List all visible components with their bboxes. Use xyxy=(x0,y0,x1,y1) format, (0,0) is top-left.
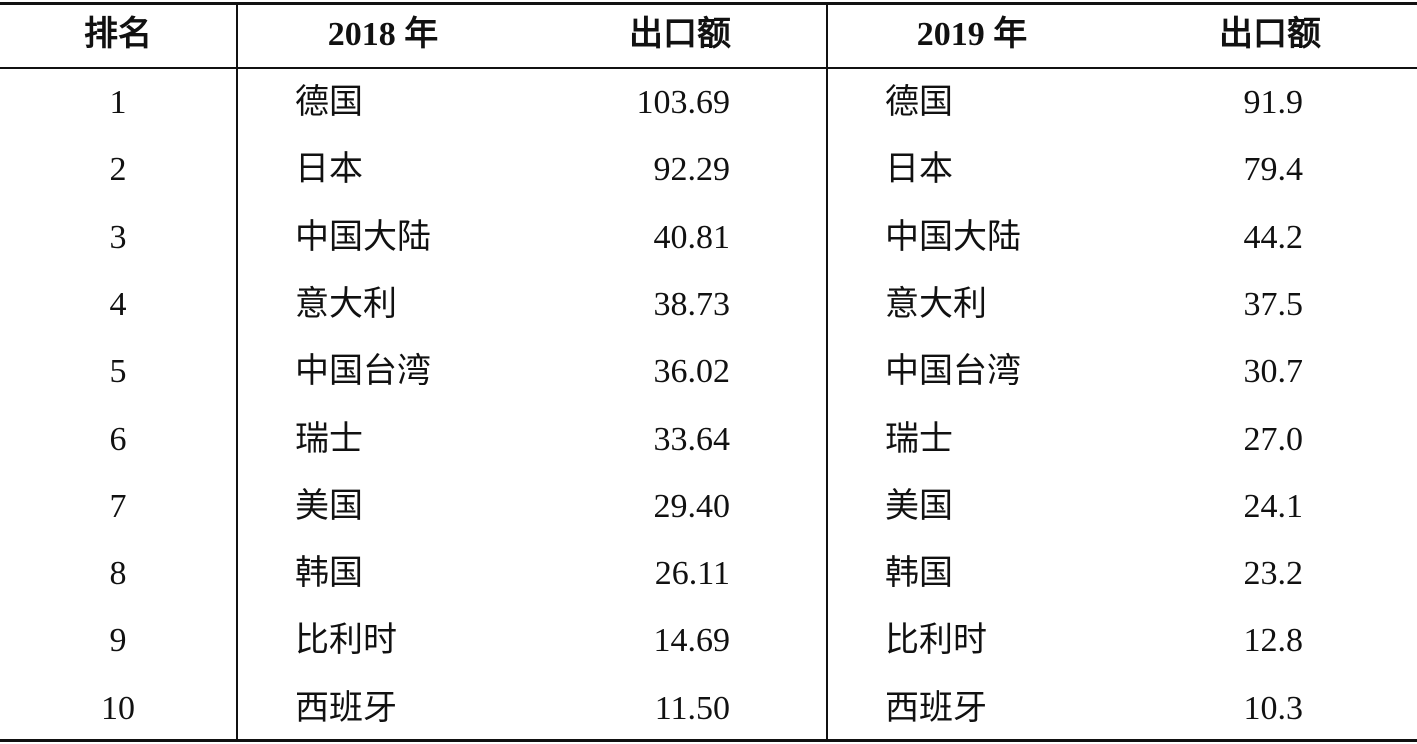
country: 美国 xyxy=(295,487,363,525)
year-header: 2019 年 xyxy=(916,16,1028,53)
value-header: 出口额 xyxy=(629,16,731,53)
country: 西班牙 xyxy=(295,689,397,727)
header-rule xyxy=(0,67,1417,69)
country: 瑞士 xyxy=(885,420,953,458)
rank: 4 xyxy=(109,285,127,323)
country: 日本 xyxy=(295,151,363,189)
export-value: 24.1 xyxy=(1243,487,1304,525)
top-rule xyxy=(0,2,1417,5)
export-value: 36.02 xyxy=(653,353,731,391)
export-value: 14.69 xyxy=(653,622,731,660)
export-value: 10.3 xyxy=(1243,689,1304,727)
rank: 8 xyxy=(109,555,127,593)
export-value: 44.2 xyxy=(1243,218,1304,256)
country: 日本 xyxy=(885,151,953,189)
export-value: 23.2 xyxy=(1243,555,1304,593)
export-value: 103.69 xyxy=(636,84,731,121)
export-value: 79.4 xyxy=(1243,151,1304,189)
rank: 5 xyxy=(109,353,127,391)
export-value: 12.8 xyxy=(1243,622,1304,660)
country: 韩国 xyxy=(295,555,363,593)
value-header: 出口额 xyxy=(1219,16,1321,53)
country: 中国大陆 xyxy=(295,218,431,256)
export-value: 92.29 xyxy=(653,151,731,189)
column-rule xyxy=(826,4,828,740)
export-value: 91.9 xyxy=(1243,84,1304,121)
bottom-rule xyxy=(0,739,1417,742)
country: 中国台湾 xyxy=(885,353,1021,391)
rank-header: 排名 xyxy=(84,16,152,53)
export-value: 29.40 xyxy=(653,487,731,525)
rank: 9 xyxy=(109,622,127,660)
country: 韩国 xyxy=(885,555,953,593)
rank: 7 xyxy=(109,487,127,525)
country: 西班牙 xyxy=(885,689,987,727)
country: 瑞士 xyxy=(295,420,363,458)
country: 比利时 xyxy=(885,622,987,660)
country: 意大利 xyxy=(295,285,397,323)
country: 比利时 xyxy=(295,622,397,660)
rank: 6 xyxy=(109,420,127,458)
country: 德国 xyxy=(885,84,953,121)
export-value: 26.11 xyxy=(654,555,730,593)
export-value: 33.64 xyxy=(653,420,731,458)
export-value: 37.5 xyxy=(1243,285,1304,323)
country: 美国 xyxy=(885,487,953,525)
rank: 1 xyxy=(109,84,127,121)
country: 中国大陆 xyxy=(885,218,1021,256)
country: 德国 xyxy=(295,84,363,121)
rank: 3 xyxy=(109,218,127,256)
export-value: 27.0 xyxy=(1243,420,1304,458)
country: 意大利 xyxy=(885,285,987,323)
rank: 10 xyxy=(101,689,135,727)
export-value: 11.50 xyxy=(654,689,730,727)
export-value: 38.73 xyxy=(653,285,731,323)
year-header: 2018 年 xyxy=(327,16,439,53)
export-value: 30.7 xyxy=(1243,353,1304,391)
export-value: 40.81 xyxy=(653,218,731,256)
country: 中国台湾 xyxy=(295,353,431,391)
rank: 2 xyxy=(109,151,127,189)
column-rule xyxy=(236,4,238,740)
